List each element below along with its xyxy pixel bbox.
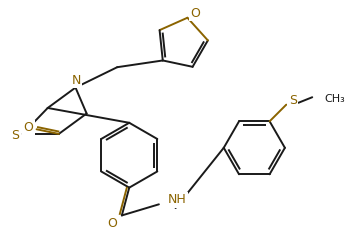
Text: O: O: [190, 7, 200, 20]
Text: S: S: [11, 129, 19, 142]
Text: N: N: [72, 74, 81, 87]
Text: NH: NH: [168, 193, 187, 206]
Text: S: S: [289, 95, 297, 107]
Text: O: O: [23, 121, 33, 134]
Text: O: O: [108, 217, 118, 230]
Text: CH₃: CH₃: [324, 94, 345, 104]
